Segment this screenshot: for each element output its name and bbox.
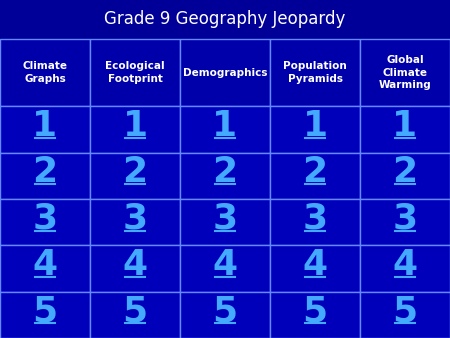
- Text: Population
Pyramids: Population Pyramids: [283, 61, 347, 84]
- Bar: [270, 39, 360, 106]
- Bar: [360, 39, 450, 106]
- Bar: [180, 245, 270, 292]
- Bar: [180, 199, 270, 245]
- Text: 1: 1: [392, 109, 418, 143]
- Text: 2: 2: [122, 155, 148, 189]
- Bar: [90, 106, 180, 152]
- Text: 3: 3: [212, 202, 238, 236]
- Text: 5: 5: [392, 294, 418, 329]
- Bar: [180, 106, 270, 152]
- Bar: [90, 245, 180, 292]
- Bar: [270, 199, 360, 245]
- Bar: [180, 152, 270, 199]
- Text: 5: 5: [32, 294, 58, 329]
- Text: 3: 3: [392, 202, 418, 236]
- Bar: [360, 292, 450, 338]
- Text: Ecological
Footprint: Ecological Footprint: [105, 61, 165, 84]
- Text: 3: 3: [302, 202, 328, 236]
- Text: 5: 5: [122, 294, 148, 329]
- Bar: [270, 152, 360, 199]
- Text: 5: 5: [212, 294, 238, 329]
- Bar: [360, 199, 450, 245]
- Bar: [270, 106, 360, 152]
- Text: 3: 3: [32, 202, 58, 236]
- Text: Climate
Graphs: Climate Graphs: [22, 61, 68, 84]
- Text: 1: 1: [212, 109, 238, 143]
- Bar: [180, 292, 270, 338]
- Text: 4: 4: [212, 248, 238, 282]
- Bar: [0, 245, 90, 292]
- Bar: [0, 199, 90, 245]
- Bar: [0, 292, 90, 338]
- Bar: [90, 292, 180, 338]
- Text: 2: 2: [392, 155, 418, 189]
- Text: Grade 9 Geography Jeopardy: Grade 9 Geography Jeopardy: [104, 10, 346, 28]
- Bar: [0, 152, 90, 199]
- Bar: [0, 39, 90, 106]
- Bar: [90, 152, 180, 199]
- Text: 1: 1: [302, 109, 328, 143]
- Text: Demographics: Demographics: [183, 68, 267, 77]
- Text: 5: 5: [302, 294, 328, 329]
- Text: 4: 4: [392, 248, 418, 282]
- Bar: [270, 292, 360, 338]
- Bar: [0, 106, 90, 152]
- Text: 4: 4: [302, 248, 328, 282]
- Bar: [180, 39, 270, 106]
- Text: Global
Climate
Warming: Global Climate Warming: [378, 55, 432, 90]
- Bar: [270, 245, 360, 292]
- Text: 4: 4: [122, 248, 148, 282]
- Text: 1: 1: [122, 109, 148, 143]
- Text: 2: 2: [212, 155, 238, 189]
- Bar: [90, 199, 180, 245]
- Text: 2: 2: [32, 155, 58, 189]
- Bar: [360, 245, 450, 292]
- Bar: [360, 106, 450, 152]
- Text: 1: 1: [32, 109, 58, 143]
- Text: 3: 3: [122, 202, 148, 236]
- Text: 2: 2: [302, 155, 328, 189]
- Text: 4: 4: [32, 248, 58, 282]
- Bar: [90, 39, 180, 106]
- Bar: [360, 152, 450, 199]
